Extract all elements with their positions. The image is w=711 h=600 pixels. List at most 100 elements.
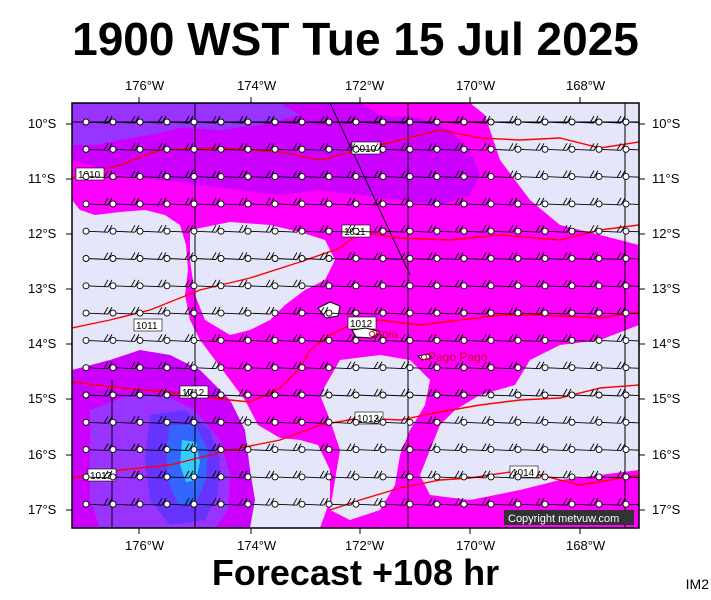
wind-station-dot (406, 173, 414, 181)
wind-barb-feather (481, 115, 487, 124)
wind-station-dot (514, 418, 522, 426)
wind-barb-feather (103, 443, 109, 451)
wind-station-dot (244, 282, 252, 290)
wind-barb-feather (616, 334, 622, 342)
wind-station-dot (136, 309, 144, 317)
wind-barb-shaft (625, 285, 639, 287)
wind-barb-feather (454, 497, 460, 506)
wind-station-dot (325, 364, 333, 372)
wind-barb-feather (539, 334, 545, 342)
wind-barb-feather (458, 197, 464, 206)
wind-barb-feather (107, 416, 113, 424)
wind-station-dot (487, 118, 495, 126)
wind-barb-feather (346, 306, 352, 315)
wind-station-dot (433, 227, 441, 235)
wind-barb-feather (107, 497, 113, 506)
wind-station-dot (244, 309, 252, 317)
wind-barb-feather (400, 361, 406, 369)
wind-barb-feather (211, 416, 217, 424)
wind-station-dot (325, 418, 333, 426)
wind-station-dot (595, 500, 603, 508)
wind-station-dot (379, 145, 387, 153)
wind-barb-feather (103, 416, 109, 424)
wind-station-dot (298, 364, 306, 372)
wind-barb-feather (157, 279, 163, 288)
wind-station-dot (244, 145, 252, 153)
wind-barb-feather (134, 170, 140, 178)
wind-barb-feather (377, 197, 383, 206)
wind-barb-feather (188, 361, 194, 369)
wind-barb-feather (593, 252, 599, 260)
wind-barb-feather (134, 416, 140, 424)
wind-station-dot (217, 446, 225, 454)
wind-station-dot (325, 145, 333, 153)
wind-station-dot (514, 227, 522, 235)
wind-barb-feather (319, 252, 325, 260)
wind-barb-feather (566, 170, 572, 178)
wind-barb-feather (184, 306, 190, 315)
wind-barb-feather (458, 334, 464, 342)
wind-barb-feather (454, 197, 460, 206)
wind-station-dot (514, 336, 522, 344)
wind-station-dot (163, 364, 171, 372)
lat-label-right: 15°S (652, 391, 681, 406)
wind-station-dot (460, 500, 468, 508)
wind-barb-feather (265, 197, 271, 206)
wind-barb-feather (130, 497, 136, 506)
wind-barb-feather (427, 252, 433, 260)
wind-barb-feather (485, 170, 491, 178)
lon-label-top: 168°W (566, 78, 606, 93)
isobar-label: 1013 (357, 414, 380, 425)
wind-barb-feather (400, 388, 406, 397)
copyright-text: Copyright metvuw.com (508, 513, 619, 525)
wind-barb-feather (644, 171, 648, 178)
wind-barb-feather (292, 361, 298, 369)
wind-barb-feather (323, 497, 329, 506)
wind-station-dot (271, 118, 279, 126)
wind-station-dot (433, 200, 441, 208)
wind-barb-shaft (625, 148, 639, 151)
wind-station-dot (163, 200, 171, 208)
wind-barb-feather (188, 143, 194, 151)
wind-barb-feather (400, 252, 406, 260)
wind-barb-shaft (625, 203, 639, 205)
wind-barb-feather (431, 143, 437, 151)
wind-barb-feather (215, 197, 221, 206)
wind-station-dot (514, 473, 522, 481)
wind-barb-feather (481, 443, 487, 451)
wind-barb-feather (188, 224, 194, 233)
wind-station-dot (244, 336, 252, 344)
wind-barb-feather (130, 224, 136, 233)
wind-barb-feather (481, 224, 487, 233)
wind-barb-feather (539, 170, 545, 178)
wind-barb-feather (616, 170, 622, 178)
wind-station-dot (352, 391, 360, 399)
wind-station-dot (514, 173, 522, 181)
wind-barb-feather (238, 170, 244, 178)
wind-barb-feather (589, 306, 595, 315)
wind-barb-feather (508, 334, 514, 342)
wind-barb-feather (161, 252, 167, 260)
wind-barb-feather (134, 224, 140, 233)
wind-barb-feather (485, 252, 491, 260)
wind-station-dot (622, 391, 630, 399)
isobar-label: 1014 (512, 468, 535, 479)
wind-barb-feather (485, 334, 491, 342)
wind-barb-feather (242, 279, 248, 288)
wind-barb-feather (103, 388, 109, 397)
wind-barb-feather (107, 388, 113, 397)
wind-station-dot (622, 336, 630, 344)
wind-barb-feather (400, 224, 406, 233)
wind-barb-feather (431, 115, 437, 124)
wind-station-dot (487, 255, 495, 262)
lat-label-right: 13°S (652, 281, 681, 296)
wind-barb-feather (400, 497, 406, 506)
wind-barb-feather (346, 334, 352, 342)
wind-barb-feather (562, 197, 568, 206)
wind-station-dot (298, 200, 306, 208)
wind-barb-feather (593, 416, 599, 424)
wind-station-dot (379, 364, 387, 372)
wind-barb-feather (184, 224, 190, 233)
wind-barb-feather (431, 497, 437, 506)
wind-station-dot (190, 282, 198, 290)
